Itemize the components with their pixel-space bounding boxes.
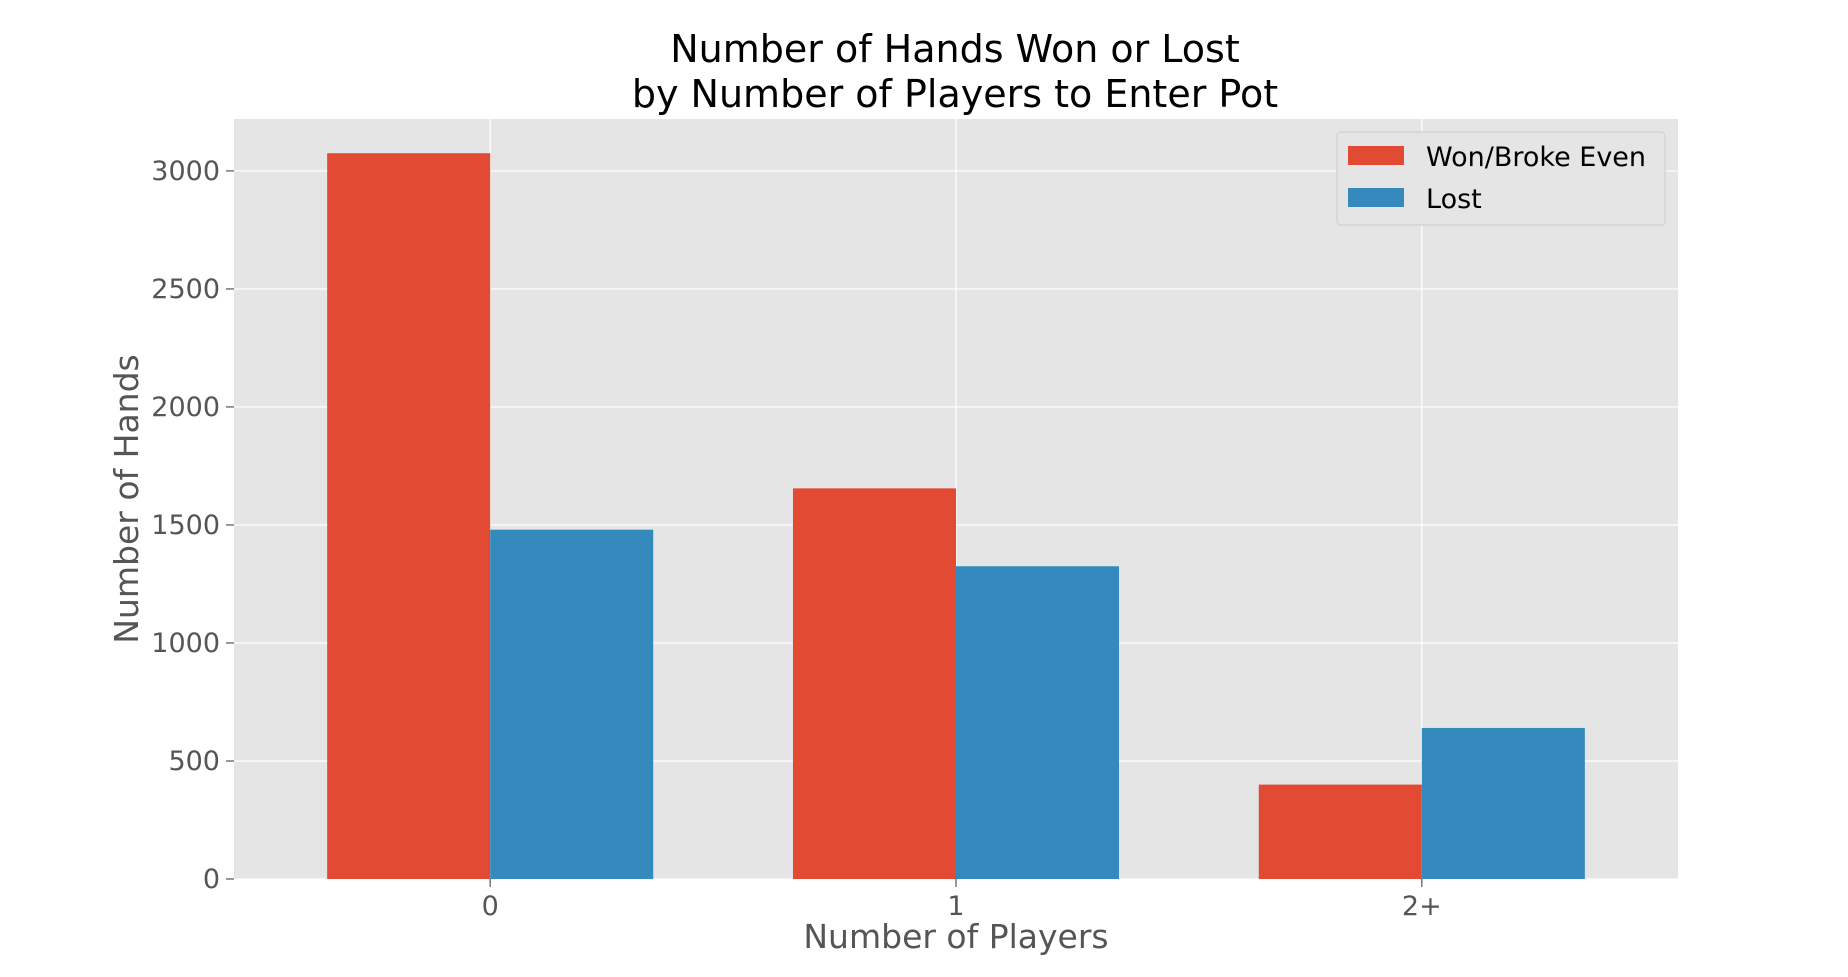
x-tick-label: 0 [482, 891, 499, 922]
chart-title-line-1: Number of Hands Won or Lost [670, 27, 1240, 71]
bar-lost-2 [1421, 727, 1585, 879]
y-tick-label: 2000 [151, 392, 220, 423]
y-tick-label: 1000 [151, 628, 220, 659]
y-tick-label: 0 [203, 864, 220, 895]
legend: Won/Broke Even Lost [1336, 131, 1666, 226]
bar-won-0 [327, 153, 491, 879]
y-tick-label: 2500 [151, 274, 220, 305]
axis-ticks: 0 500 1000 1500 2000 2500 3000 0 1 2+ [151, 156, 1441, 922]
x-axis-label: Number of Players [803, 917, 1108, 956]
y-tick-label: 500 [168, 746, 220, 777]
bar-lost-0 [490, 529, 654, 879]
legend-swatch-lost [1348, 188, 1404, 207]
bar-won-1 [792, 488, 956, 879]
legend-label-won: Won/Broke Even [1426, 142, 1646, 173]
y-axis-label: Number of Hands [107, 354, 146, 643]
x-tick-label: 2+ [1402, 891, 1442, 922]
chart-title-line-2: by Number of Players to Enter Pot [632, 72, 1278, 116]
x-tick-label: 1 [947, 891, 964, 922]
legend-frame [1336, 131, 1666, 226]
bar-lost-1 [956, 566, 1120, 879]
bars [327, 153, 1585, 879]
chart-title: Number of Hands Won or Lost by Number of… [632, 27, 1278, 116]
bar-won-2 [1258, 784, 1422, 879]
legend-swatch-won [1348, 146, 1404, 165]
y-tick-label: 3000 [151, 156, 220, 187]
y-tick-label: 1500 [151, 510, 220, 541]
legend-label-lost: Lost [1426, 184, 1482, 215]
